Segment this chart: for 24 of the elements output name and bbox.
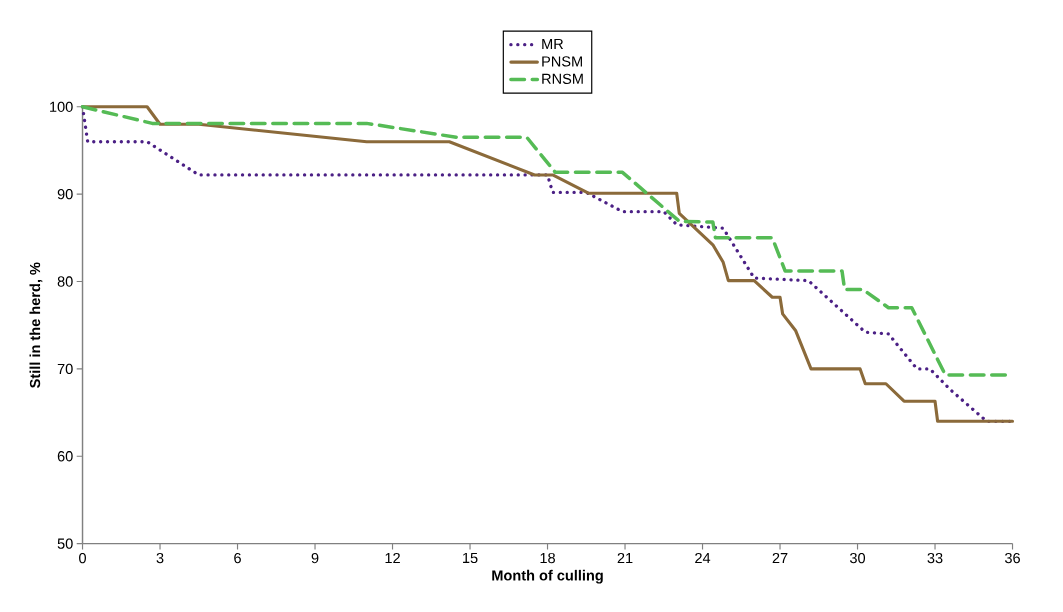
y-tick-label: 90 xyxy=(57,189,73,200)
x-tick-label: 9 xyxy=(311,553,319,564)
x-tick-label: 0 xyxy=(79,553,86,564)
y-tick-label: 50 xyxy=(57,538,73,549)
x-tick-label: 21 xyxy=(617,553,633,564)
x-tick-label: 27 xyxy=(772,553,788,564)
y-tick-label: 70 xyxy=(57,363,73,375)
x-tick-label: 18 xyxy=(540,553,555,564)
x-axis-title: Month of culling xyxy=(492,570,603,584)
x-tick-label: 24 xyxy=(695,553,711,564)
x-tick-label: 12 xyxy=(385,553,400,564)
legend-label: PNSM xyxy=(542,56,582,67)
x-tick-label: 6 xyxy=(234,553,241,564)
legend-label: RNSM xyxy=(542,73,583,85)
y-tick-label: 60 xyxy=(57,451,73,462)
y-axis-title: Still in the herd, % xyxy=(29,262,43,389)
y-tick-label: 80 xyxy=(57,276,73,287)
y-tick-label: 100 xyxy=(50,101,73,113)
x-tick-label: 36 xyxy=(1004,553,1020,564)
x-tick-label: 33 xyxy=(927,553,943,564)
x-tick-label: 30 xyxy=(849,553,866,564)
legend-label: MR xyxy=(542,39,564,50)
x-tick-label: 15 xyxy=(463,553,478,564)
x-tick-label: 3 xyxy=(156,553,164,564)
